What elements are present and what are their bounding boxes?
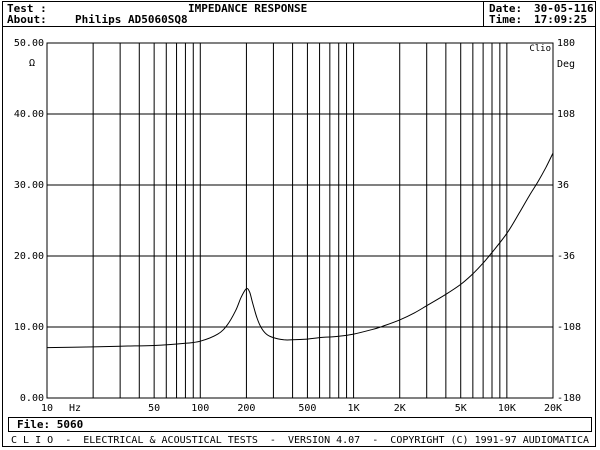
y-tick-label: 0.00 (20, 393, 44, 404)
y2-tick-label: 108 (557, 109, 575, 120)
x-tick-label: 1K (348, 403, 360, 414)
y-axis-label: Ω (29, 58, 35, 69)
test-title: IMPEDANCE RESPONSE (188, 2, 308, 15)
chart-grid (47, 43, 553, 398)
impedance-curve (46, 152, 554, 349)
about-value: Philips AD5060SQ8 (75, 13, 188, 26)
x-tick-label: 2K (394, 403, 406, 414)
y2-tick-label: -180 (557, 393, 581, 404)
header-row-about: About: Philips AD5060SQ8 Time: 17:09:25 (2, 13, 596, 27)
x-tick-label: 20K (544, 403, 562, 414)
x-tick-label: 50 (148, 403, 160, 414)
header-row-test: Test : IMPEDANCE RESPONSE Date: 30-05-11… (2, 1, 596, 15)
date-label: Date: (489, 2, 523, 15)
x-tick-label: 500 (298, 403, 316, 414)
x-axis-label: Hz (69, 403, 81, 414)
time-label: Time: (489, 13, 523, 26)
y2-axis-ticks: -180 -108 -36 36 108 180 (557, 38, 581, 404)
y-tick-label: 20.00 (14, 251, 44, 262)
y-tick-label: 40.00 (14, 109, 44, 120)
y-tick-label: 50.00 (14, 38, 44, 49)
file-box: File: 5060 (8, 417, 592, 432)
file-label: File: (17, 418, 51, 431)
x-tick-label: 10 (41, 403, 53, 414)
header-divider (483, 13, 484, 26)
date-value: 30-05-116 (534, 2, 594, 15)
x-tick-label: 200 (237, 403, 255, 414)
y-axis-ticks: 0.00 10.00 20.00 30.00 40.00 50.00 (14, 38, 44, 404)
y2-tick-label: -36 (557, 251, 575, 262)
y2-tick-label: -108 (557, 322, 581, 333)
test-label: Test : (7, 2, 47, 15)
y2-tick-label: 36 (557, 180, 569, 191)
y-tick-label: 10.00 (14, 322, 44, 333)
plot-border (46, 42, 554, 399)
header-divider (483, 2, 484, 14)
x-tick-label: 100 (191, 403, 209, 414)
y-tick-label: 30.00 (14, 180, 44, 191)
footer-copyright: C L I O - ELECTRICAL & ACOUSTICAL TESTS … (11, 435, 589, 446)
x-axis-ticks: 10 50 100 200 500 1K 2K 5K 10K 20K (41, 403, 562, 414)
x-tick-label: 10K (498, 403, 516, 414)
y2-tick-label: 180 (557, 38, 575, 49)
y2-axis-label: Deg (557, 59, 575, 70)
clio-corner-label: Clio (529, 44, 551, 54)
x-tick-label: 5K (455, 403, 467, 414)
about-label: About: (7, 13, 47, 26)
time-value: 17:09:25 (534, 13, 587, 26)
file-value: 5060 (56, 418, 84, 431)
